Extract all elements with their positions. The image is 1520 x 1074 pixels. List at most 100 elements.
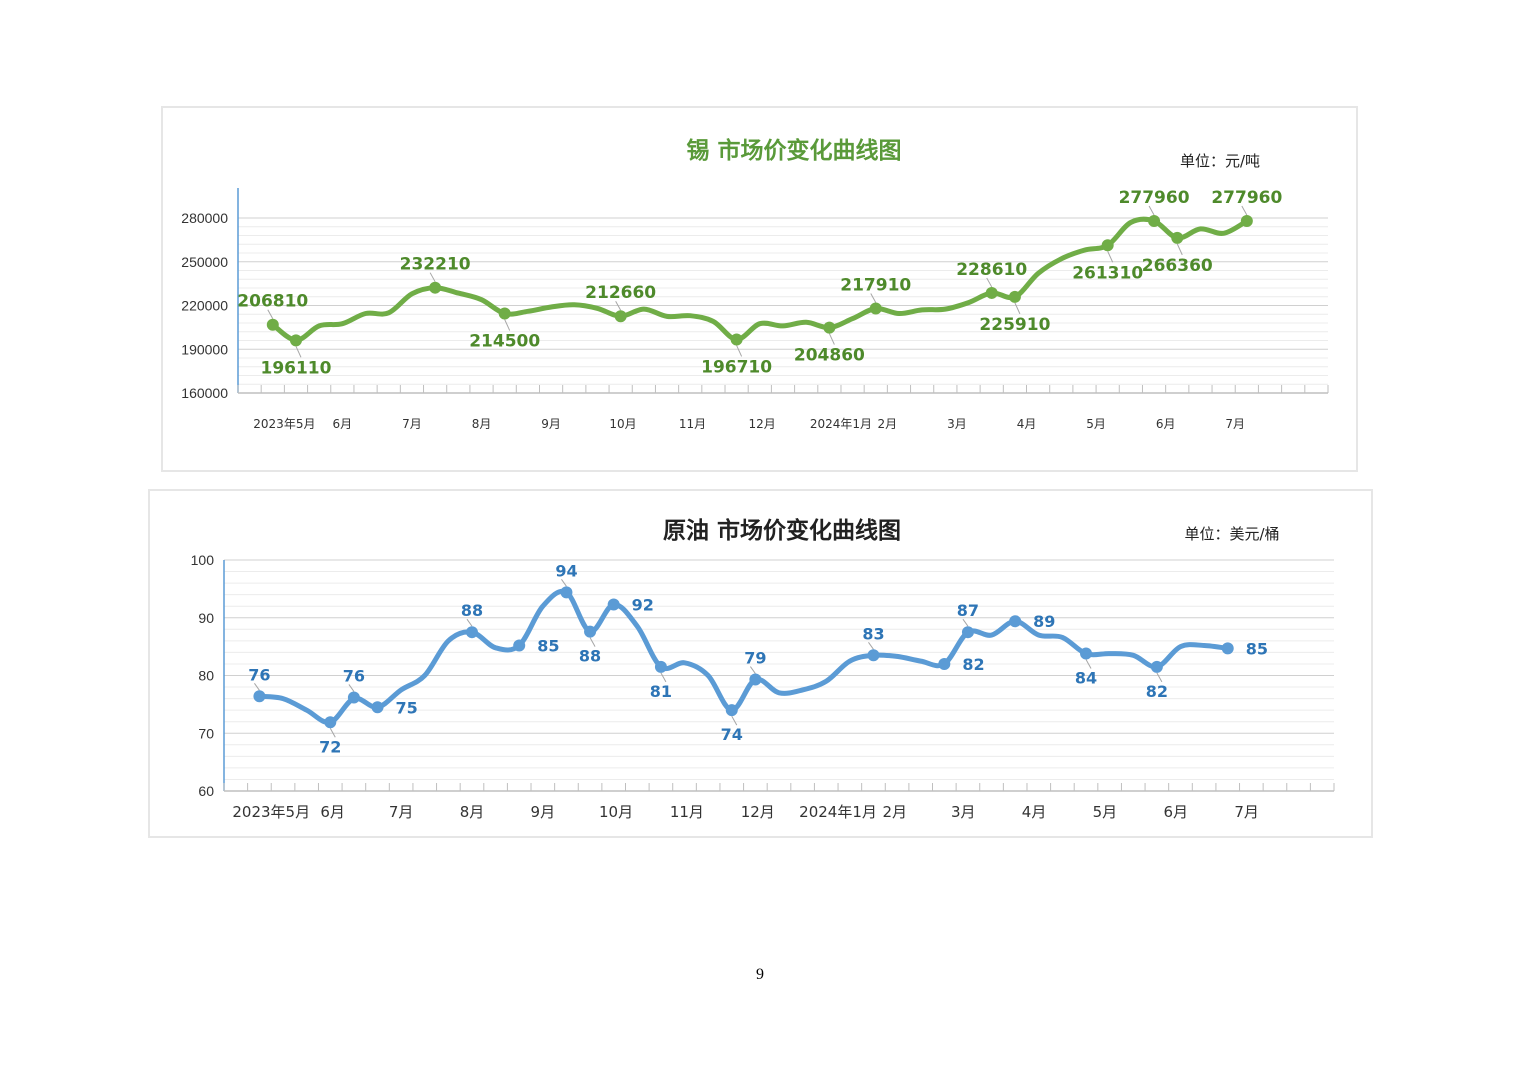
- unit-label: 单位：元/吨: [1180, 152, 1260, 170]
- leader-line: [589, 637, 596, 647]
- data-point: [465, 626, 478, 639]
- data-label: 75: [396, 698, 418, 717]
- series-line: [256, 588, 1231, 725]
- leader-line: [348, 684, 355, 692]
- x-tick-label: 10月: [609, 417, 636, 431]
- data-point: [867, 649, 880, 662]
- leader-line: [295, 346, 302, 358]
- leader-line: [1176, 243, 1183, 256]
- x-tick-label: 7月: [402, 417, 422, 431]
- data-label: 277960: [1119, 188, 1190, 208]
- data-label: 196110: [260, 358, 331, 378]
- x-tick-label: 11月: [679, 417, 706, 431]
- data-label: 79: [744, 649, 766, 668]
- leader-line: [1085, 659, 1092, 669]
- x-tick-label: 2023年5月: [253, 417, 315, 431]
- data-point: [324, 716, 337, 729]
- crude-oil-chart-panel: 原油 市场价变化曲线图 单位：美元/桶 60 70 80 90 100 2023年5月 6月 7月…: [148, 489, 1373, 838]
- data-point: [560, 586, 573, 599]
- data-point: [253, 690, 266, 703]
- leader-line: [329, 728, 336, 738]
- data-point: [614, 310, 627, 323]
- leader-line: [986, 277, 993, 288]
- x-tick-label: 2024年1月: [810, 417, 872, 431]
- data-label: 76: [248, 665, 270, 684]
- data-label: 85: [537, 636, 559, 655]
- data-point: [498, 307, 511, 320]
- y-tick-label: 70: [198, 725, 214, 741]
- tin-chart-panel: 锡 市场价变化曲线图 单位：元/吨 160000 190000 220000 250000…: [161, 106, 1358, 472]
- data-label: 83: [862, 624, 884, 643]
- leader-line: [660, 672, 667, 683]
- data-label: 94: [555, 561, 577, 580]
- data-label: 88: [579, 647, 601, 666]
- x-tick-label: 4月: [1022, 803, 1047, 821]
- data-label: 196710: [701, 357, 772, 377]
- data-point: [1008, 290, 1021, 303]
- data-label: 74: [721, 725, 743, 744]
- data-point: [607, 598, 620, 611]
- data-point: [1080, 647, 1093, 660]
- x-tick-label: 12月: [741, 803, 775, 821]
- leader-line: [749, 666, 756, 674]
- x-tick-label: 6月: [1156, 417, 1176, 431]
- x-tick-label: 7月: [1234, 803, 1259, 821]
- leader-line: [828, 333, 835, 345]
- leader-line: [1241, 205, 1248, 216]
- leader-line: [731, 715, 738, 726]
- data-point: [1171, 231, 1184, 244]
- leader-line: [254, 682, 260, 691]
- data-label: 212660: [585, 283, 656, 303]
- y-tick-label: 220000: [181, 298, 228, 314]
- data-point: [961, 626, 974, 639]
- y-tick-label: 250000: [181, 254, 228, 270]
- x-tick-label: 6月: [320, 803, 345, 821]
- data-point: [513, 639, 526, 652]
- data-label: 92: [632, 595, 654, 614]
- x-tick-label: 3月: [947, 417, 967, 431]
- x-tick-label: 5月: [1086, 417, 1106, 431]
- x-tick-label: 2023年5月: [232, 803, 310, 821]
- x-tick-label: 9月: [531, 803, 556, 821]
- chart-title: 锡 市场价变化曲线图: [686, 137, 901, 164]
- data-label: 214500: [469, 332, 540, 352]
- data-label: 81: [650, 682, 672, 701]
- leader-line: [1148, 205, 1155, 216]
- data-point: [654, 660, 667, 673]
- data-label: 76: [343, 666, 365, 685]
- y-tick-label: 280000: [181, 210, 228, 226]
- data-point: [371, 701, 384, 714]
- data-label: 89: [1033, 612, 1055, 631]
- leader-line: [1107, 251, 1114, 263]
- crude-oil-price-chart: 原油 市场价变化曲线图 单位：美元/桶 60 70 80 90 100 2023年5月 6月 7月…: [191, 517, 1335, 821]
- x-tick-label: 11月: [670, 803, 704, 821]
- leader-line: [870, 293, 877, 303]
- x-tick-label: 6月: [333, 417, 353, 431]
- data-label: 84: [1075, 669, 1097, 688]
- data-label: 217910: [840, 276, 911, 296]
- x-tick-label: 2月: [882, 803, 907, 821]
- x-tick-label: 9月: [541, 417, 561, 431]
- x-tick-label: 12月: [748, 417, 775, 431]
- x-tick-label: 8月: [460, 803, 485, 821]
- unit-label: 单位：美元/桶: [1184, 525, 1279, 543]
- x-tick-label: 3月: [951, 803, 976, 821]
- data-label: 277960: [1211, 188, 1282, 208]
- leader-line: [466, 618, 473, 627]
- data-label: 206810: [237, 292, 308, 312]
- data-point: [266, 318, 279, 331]
- y-tick-label: 190000: [181, 341, 228, 357]
- data-point: [938, 657, 951, 670]
- tin-price-chart: 锡 市场价变化曲线图 单位：元/吨 160000 190000 220000 250000…: [181, 137, 1329, 431]
- data-label: 232210: [400, 255, 471, 275]
- data-label: 88: [461, 601, 483, 620]
- data-label: 85: [1246, 639, 1268, 658]
- data-point: [730, 333, 743, 346]
- data-point: [725, 704, 738, 717]
- data-point: [289, 334, 302, 347]
- data-label: 87: [957, 601, 979, 620]
- data-point: [584, 625, 597, 638]
- data-point: [869, 302, 882, 315]
- y-tick-label: 90: [198, 610, 214, 626]
- leader-line: [1014, 302, 1021, 315]
